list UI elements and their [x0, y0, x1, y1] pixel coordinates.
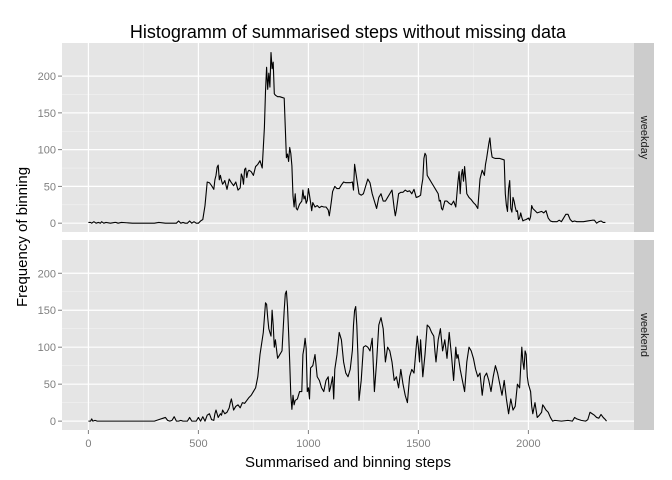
- y-tick-label: 150: [38, 305, 56, 317]
- x-tick-label: 0: [85, 438, 91, 450]
- x-tick-label: 500: [189, 438, 207, 450]
- y-tick-label: 200: [38, 268, 56, 280]
- panel-weekend: 0 50 100 150 200 weekend 0 500 1000 1500 2000: [38, 240, 654, 450]
- panel-weekday: 0 50 100 150 200 weekday: [38, 43, 654, 232]
- x-axis-title: Summarised and binning steps: [245, 454, 451, 471]
- panel-background: [62, 240, 634, 430]
- y-tick-label: 150: [38, 108, 56, 120]
- x-tick-label: 2000: [516, 438, 540, 450]
- chart-title: Histogramm of summarised steps without m…: [130, 22, 567, 42]
- facet-strip-weekend: [634, 240, 654, 430]
- facet-strip-weekday: [634, 43, 654, 232]
- series-line-weekend: [88, 290, 607, 422]
- y-tick-label: 100: [38, 145, 56, 157]
- series-line-weekday: [88, 52, 606, 224]
- x-tick-label: 1500: [406, 438, 430, 450]
- y-tick-label: 0: [50, 218, 56, 230]
- panels: 0 50 100 150 200 weekday 0 50 100 150 200 weekend 0 5…: [38, 43, 654, 450]
- y-tick-label: 50: [44, 379, 56, 391]
- y-tick-label: 0: [50, 416, 56, 428]
- y-tick-label: 100: [38, 342, 56, 354]
- y-axis-title: Frequency of binning: [14, 167, 31, 307]
- y-tick-label: 50: [44, 181, 56, 193]
- facet-strip-label: weekday: [638, 115, 650, 160]
- facet-strip-label: weekend: [638, 312, 650, 357]
- panel-background: [62, 43, 634, 232]
- y-tick-label: 200: [38, 71, 56, 83]
- x-tick-label: 1000: [296, 438, 320, 450]
